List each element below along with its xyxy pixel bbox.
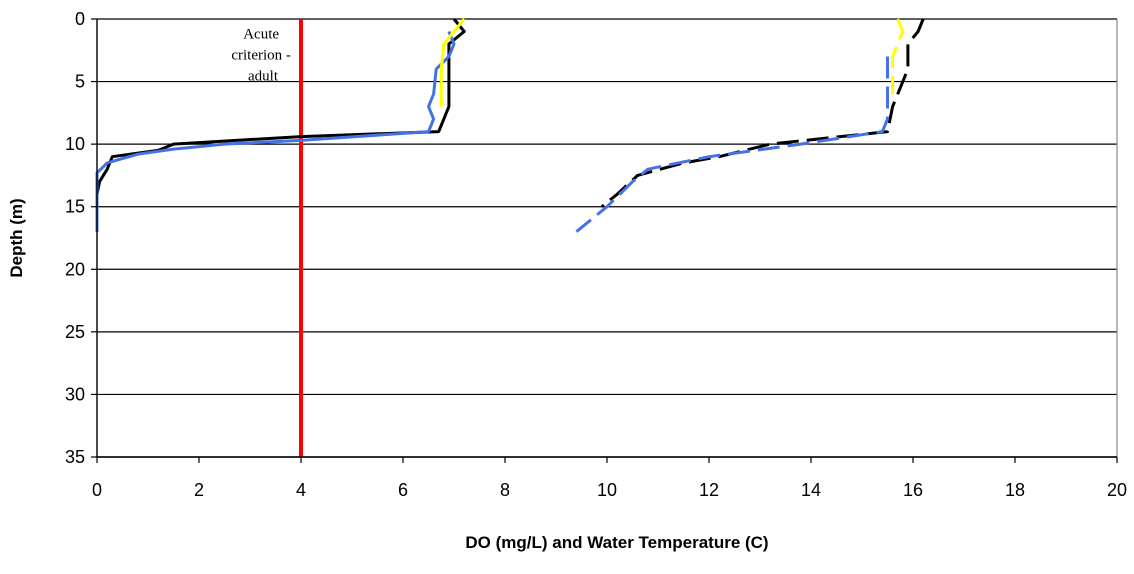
y-tick-label-35: 35: [65, 447, 85, 467]
y-tick-label-10: 10: [65, 134, 85, 154]
grid-lines: [97, 18, 1117, 458]
series-line-dashed-5: [891, 18, 905, 95]
x-tick-labels: 0 2 4 6 8 10 12 14 16 18 20: [92, 480, 1127, 500]
x-tick-label-8: 8: [500, 480, 510, 500]
y-tick-labels: 0 5 10 15 20 25 30 35: [65, 9, 85, 467]
x-tick-label-6: 6: [398, 480, 408, 500]
series-line-dashed-3: [600, 18, 925, 208]
series-line-solid-1: [95, 30, 456, 232]
acute-criterion-annotation: Acute criterion - adult: [231, 27, 294, 85]
y-tick-label-20: 20: [65, 259, 85, 279]
x-tick-label-18: 18: [1005, 480, 1025, 500]
x-tick-label-4: 4: [296, 480, 306, 500]
annotation-line-2: criterion -: [231, 48, 291, 64]
series-layer: [95, 18, 925, 233]
x-tick-label-20: 20: [1107, 480, 1127, 500]
x-tick-label-10: 10: [597, 480, 617, 500]
x-tick-label-16: 16: [903, 480, 923, 500]
y-tick-label-15: 15: [65, 197, 85, 217]
x-tick-label-14: 14: [801, 480, 821, 500]
y-tick-label-25: 25: [65, 322, 85, 342]
annotation-line-1: Acute: [243, 27, 279, 43]
series-line-solid-2: [439, 18, 466, 107]
x-tick-label-2: 2: [194, 480, 204, 500]
x-axis-title: DO (mg/L) and Water Temperature (C): [465, 533, 768, 552]
series-line-dashed-4: [575, 56, 889, 233]
x-tick-label-0: 0: [92, 480, 102, 500]
y-axis-title: Depth (m): [7, 198, 26, 277]
y-tick-label-5: 5: [75, 72, 85, 92]
axes: [91, 18, 1118, 463]
y-tick-label-30: 30: [65, 384, 85, 404]
x-tick-label-12: 12: [699, 480, 719, 500]
annotation-line-3: adult: [248, 69, 279, 85]
series-line-solid-0: [95, 18, 466, 232]
y-tick-label-0: 0: [75, 9, 85, 29]
